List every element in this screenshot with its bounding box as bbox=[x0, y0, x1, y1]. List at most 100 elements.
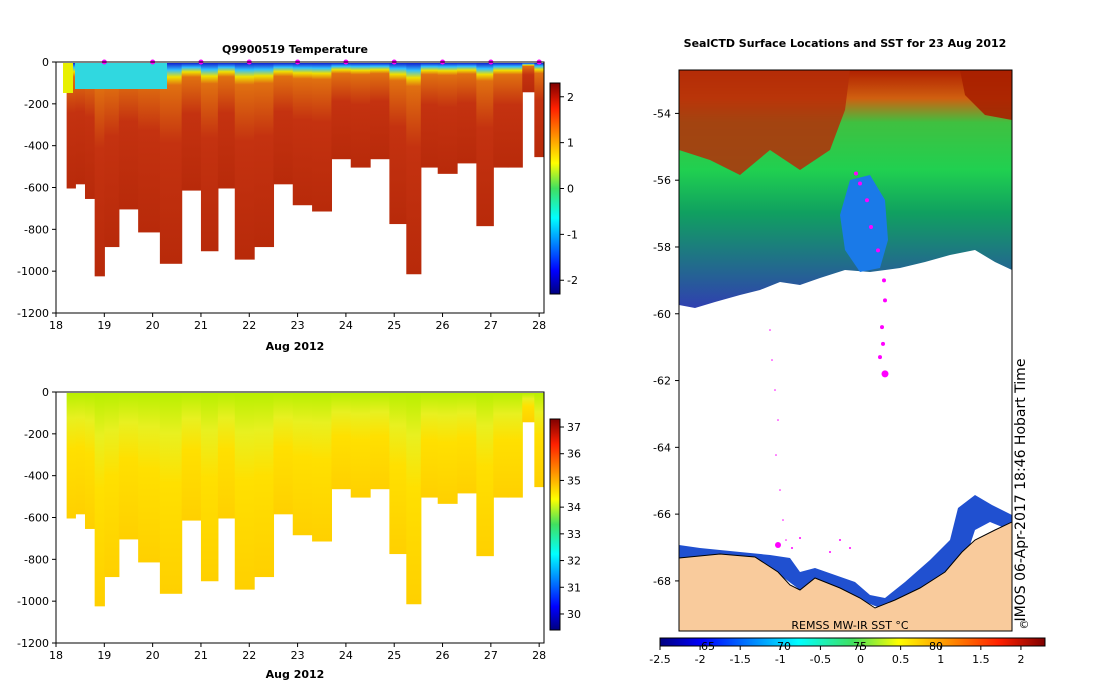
x-tick-label: 24 bbox=[339, 649, 353, 662]
profile-cell bbox=[138, 393, 161, 563]
x-tick-label: 20 bbox=[146, 649, 160, 662]
x-tick-label: 22 bbox=[242, 649, 256, 662]
profile-cell bbox=[420, 393, 439, 498]
sst-colorbar bbox=[659, 637, 1046, 647]
x-tick-label: 22 bbox=[242, 319, 256, 332]
profile-cell bbox=[273, 63, 294, 185]
profile-cell bbox=[234, 393, 255, 590]
temperature-section-panel: Q9900519 Temperature 0 -200 -400 -600 -800 -1… bbox=[17, 43, 578, 353]
x-tick-label: 18 bbox=[49, 649, 63, 662]
profile-cell bbox=[104, 63, 120, 248]
profile-cell bbox=[292, 63, 313, 206]
track-point bbox=[876, 248, 880, 253]
x-tick-label: 19 bbox=[97, 649, 111, 662]
profile-cell bbox=[534, 63, 544, 158]
profile-cell bbox=[476, 63, 494, 227]
sst-colorbar-tick-label: -1.5 bbox=[729, 653, 750, 666]
colorbar-tick-label: 1 bbox=[567, 137, 574, 150]
temperature-colorbar-ticks: 2 1 0 -1 -2 bbox=[560, 91, 578, 287]
x-tick-label: 24 bbox=[339, 319, 353, 332]
lon-tick-label: 70 bbox=[777, 640, 791, 653]
x-tick-label: 21 bbox=[194, 649, 208, 662]
y-tick-label: -400 bbox=[24, 140, 49, 153]
y-tick-label: -1000 bbox=[17, 595, 49, 608]
profile-cell bbox=[420, 63, 439, 168]
x-tick-label: 28 bbox=[532, 649, 546, 662]
salinity-section-panel: 0 -200 -400 -600 -800 -1000 -1200 18 19 20 21 22 23… bbox=[17, 386, 581, 681]
salinity-colorbar-ticks: 37 36 35 34 33 32 31 30 bbox=[560, 421, 581, 621]
temperature-xlabel: Aug 2012 bbox=[266, 340, 325, 353]
track-scatter-dots bbox=[769, 329, 851, 553]
profile-cell bbox=[389, 63, 407, 225]
lon-tick-label: 75 bbox=[853, 640, 867, 653]
profile-cell bbox=[234, 63, 255, 260]
warm-water-region bbox=[679, 70, 850, 175]
profile-cell bbox=[312, 63, 333, 212]
profile-cell bbox=[94, 63, 105, 277]
track-point bbox=[882, 278, 886, 283]
track-point bbox=[854, 171, 858, 176]
map-frame bbox=[678, 69, 1013, 632]
profile-cell bbox=[476, 393, 494, 557]
surface-yellow-patch bbox=[63, 63, 73, 93]
temperature-profile-cells bbox=[63, 63, 544, 277]
x-tick-label: 27 bbox=[484, 319, 498, 332]
profile-cell bbox=[118, 393, 139, 540]
profile-cell bbox=[406, 393, 422, 605]
antarctic-land bbox=[679, 521, 1012, 631]
profile-cell bbox=[138, 63, 161, 233]
temperature-title: Q9900519 Temperature bbox=[222, 43, 368, 56]
colorbar-tick-label: 30 bbox=[567, 608, 581, 621]
seal-track bbox=[854, 171, 889, 378]
track-point bbox=[880, 325, 884, 330]
y-tick-label: -600 bbox=[24, 512, 49, 525]
profile-cell bbox=[457, 63, 477, 164]
x-tick-label: 25 bbox=[387, 319, 401, 332]
profile-cell bbox=[94, 393, 105, 607]
profile-cell bbox=[331, 393, 352, 490]
track-point bbox=[883, 298, 887, 303]
track-point bbox=[858, 181, 862, 186]
colorbar-tick-label: 34 bbox=[567, 501, 581, 514]
x-tick-label: 19 bbox=[97, 319, 111, 332]
x-tick-label: 20 bbox=[146, 319, 160, 332]
track-point bbox=[869, 224, 873, 229]
sst-colorbar-tick-label: 0.5 bbox=[892, 653, 910, 666]
y-tick-label: -800 bbox=[24, 553, 49, 566]
profile-cell bbox=[200, 63, 219, 252]
temperature-y-axis: 0 -200 -400 -600 -800 -1000 -1200 bbox=[17, 56, 56, 320]
track-point bbox=[881, 341, 885, 346]
sst-colorbar-tick-label: -2 bbox=[695, 653, 706, 666]
lon-tick-label: 80 bbox=[929, 640, 943, 653]
profile-cell bbox=[254, 393, 275, 578]
lat-tick-label: -62 bbox=[653, 375, 671, 388]
profile-cell bbox=[75, 393, 86, 515]
profile-cell bbox=[350, 63, 371, 168]
y-tick-label: -600 bbox=[24, 182, 49, 195]
profile-cell bbox=[370, 63, 390, 160]
profile-cell bbox=[217, 63, 236, 189]
map-area bbox=[679, 70, 1012, 631]
salinity-profile-cells bbox=[66, 393, 544, 607]
x-tick-label: 23 bbox=[291, 319, 305, 332]
profile-cell bbox=[507, 63, 523, 168]
coastal-cold-water bbox=[679, 495, 1012, 608]
sst-colorbar-tick-label: 2 bbox=[1017, 653, 1024, 666]
profile-cell bbox=[159, 393, 183, 594]
x-tick-label: 21 bbox=[194, 319, 208, 332]
colorbar-tick-label: 31 bbox=[567, 581, 581, 594]
sst-colorbar-ticks: -2.5 -2 -1.5 -1 -0.5 0 0.5 1 1.5 2 bbox=[649, 646, 1024, 666]
temperature-x-axis: 18 19 20 21 22 23 24 25 26 27 28 bbox=[49, 313, 546, 332]
profile-cell bbox=[200, 393, 219, 582]
sst-colorbar-tick-label: -0.5 bbox=[810, 653, 831, 666]
sst-colorbar-tick-label: 1 bbox=[937, 653, 944, 666]
colorbar-tick-label: 0 bbox=[567, 183, 574, 196]
colorbar-tick-label: -2 bbox=[567, 274, 578, 287]
profile-cell bbox=[312, 393, 333, 542]
copyright-glyph: © bbox=[1019, 618, 1030, 631]
profile-cell bbox=[507, 393, 523, 498]
profile-cell bbox=[75, 63, 86, 185]
x-tick-label: 28 bbox=[532, 319, 546, 332]
colorbar-tick-label: 37 bbox=[567, 421, 581, 434]
